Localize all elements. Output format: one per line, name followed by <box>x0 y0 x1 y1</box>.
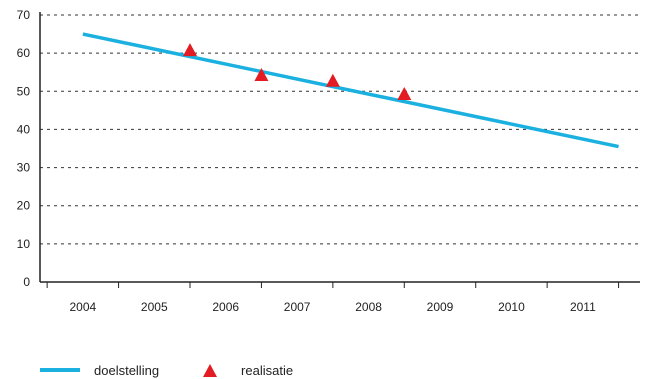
legend-line-swatch <box>40 368 80 372</box>
line-chart: 0 10 20 30 40 50 60 70 2004 2005 2006 2007 2008 2009… <box>17 8 640 314</box>
y-tick-label-70: 70 <box>17 8 31 22</box>
triangle-marker-icon <box>203 363 218 377</box>
y-tick-label-50: 50 <box>17 84 31 98</box>
series <box>82 32 619 149</box>
y-tick-label-40: 40 <box>17 122 31 136</box>
x-tick-label-2005: 2005 <box>141 300 168 314</box>
x-tick-label-2004: 2004 <box>70 300 97 314</box>
x-tick-label-2011: 2011 <box>570 300 596 314</box>
x-tick-label-2008: 2008 <box>355 300 382 314</box>
x-tick-label-2007: 2007 <box>284 300 311 314</box>
y-tick-labels: 0 10 20 30 40 50 60 70 <box>17 8 31 289</box>
series-point-realisatie-0 <box>183 43 197 57</box>
gridlines <box>40 14 640 245</box>
x-tick-label-2006: 2006 <box>212 300 239 314</box>
legend-label-doelstelling: doelstelling <box>94 362 160 378</box>
legend-item-doelstelling: doelstelling <box>40 363 159 378</box>
y-tick-label-20: 20 <box>17 199 31 213</box>
y-tick-label-10: 10 <box>17 237 31 251</box>
series-point-realisatie-2 <box>325 73 340 87</box>
series-point-realisatie-1 <box>254 67 269 81</box>
legend-item-realisatie: realisatie <box>203 363 293 378</box>
x-tick-label-2009: 2009 <box>427 300 454 314</box>
legend-label-realisatie: realisatie <box>241 362 294 378</box>
legend: doelstelling realisatie <box>40 362 337 378</box>
y-tick-label-60: 60 <box>17 46 31 60</box>
x-tick-labels: 2004 2005 2006 2007 2008 2009 2010 2011 <box>70 300 597 314</box>
series-line-doelstelling <box>82 32 619 149</box>
axes <box>39 12 640 288</box>
y-tick-label-0: 0 <box>23 275 30 289</box>
series-point-realisatie-3 <box>397 87 412 101</box>
y-tick-label-30: 30 <box>17 161 31 175</box>
x-tick-label-2010: 2010 <box>498 300 525 314</box>
